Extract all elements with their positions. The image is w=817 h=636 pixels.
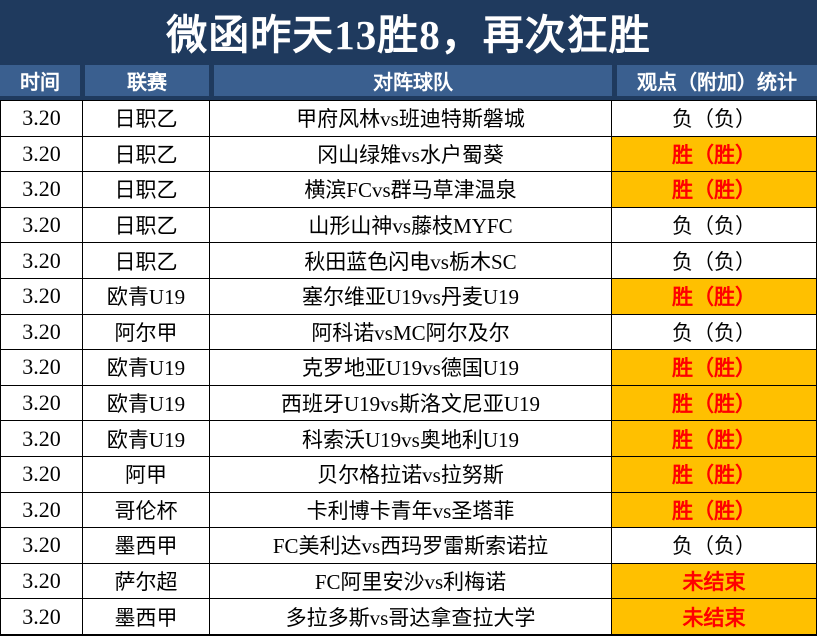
league-cell: 日职乙 [83, 243, 210, 278]
table-row: 3.20 萨尔超 FC阿里安沙vs利梅诺 未结束 [1, 563, 816, 600]
match-cell: 塞尔维亚U19vs丹麦U19 [210, 278, 612, 314]
match-cell: 克罗地亚U19vs德国U19 [210, 350, 612, 385]
result-cell: 未结束 [612, 563, 816, 599]
date-cell: 3.20 [1, 456, 83, 492]
match-cell: 甲府风林vs班迪特斯磐城 [210, 101, 612, 136]
match-cell: 贝尔格拉诺vs拉努斯 [210, 456, 612, 492]
result-cell: 胜（胜） [612, 456, 816, 492]
date-cell: 3.20 [1, 563, 83, 599]
match-cell: 冈山绿雉vs水户蜀葵 [210, 136, 612, 172]
league-cell: 日职乙 [83, 172, 210, 207]
result-cell: 胜（胜） [612, 136, 816, 172]
table-row: 3.20 日职乙 山形山神vs藤枝MYFC 负（负） [1, 207, 816, 244]
result-cell: 未结束 [612, 599, 816, 634]
table-row: 3.20 日职乙 冈山绿雉vs水户蜀葵 胜（胜） [1, 136, 816, 173]
result-cell: 负（负） [672, 320, 756, 345]
result-cell: 胜（胜） [612, 350, 816, 385]
header-league: 联赛 [85, 65, 209, 96]
date-cell: 3.20 [1, 278, 83, 314]
match-cell: FC阿里安沙vs利梅诺 [210, 563, 612, 599]
table-row: 3.20 阿尔甲 阿科诺vsMC阿尔及尔 负（负） [1, 314, 816, 351]
league-cell: 日职乙 [83, 136, 210, 172]
match-cell: 科索沃U19vs奥地利U19 [210, 421, 612, 456]
date-cell: 3.20 [1, 172, 83, 207]
match-cell: 西班牙U19vs斯洛文尼亚U19 [210, 385, 612, 421]
league-cell: 日职乙 [83, 101, 210, 136]
table-row: 3.20 墨西甲 多拉多斯vs哥达拿查拉大学 未结束 [1, 599, 816, 634]
date-cell: 3.20 [1, 314, 83, 350]
table-row: 3.20 哥伦杯 卡利博卡青年vs圣塔菲 胜（胜） [1, 492, 816, 529]
table-row: 3.20 欧青U19 西班牙U19vs斯洛文尼亚U19 胜（胜） [1, 385, 816, 422]
league-cell: 哥伦杯 [83, 492, 210, 528]
table-header: 时间 联赛 对阵球队 观点（附加）统计 [0, 62, 817, 100]
table-row: 3.20 日职乙 秋田蓝色闪电vs栃木SC 负（负） [1, 243, 816, 279]
match-cell: FC美利达vs西玛罗雷斯索诺拉 [210, 528, 612, 563]
result-cell: 胜（胜） [612, 492, 816, 528]
table-row: 3.20 欧青U19 塞尔维亚U19vs丹麦U19 胜（胜） [1, 278, 816, 315]
date-cell: 3.20 [1, 385, 83, 421]
date-cell: 3.20 [1, 207, 83, 243]
date-cell: 3.20 [1, 528, 83, 563]
match-cell: 横滨FCvs群马草津温泉 [210, 172, 612, 207]
date-cell: 3.20 [1, 350, 83, 385]
league-cell: 墨西甲 [83, 599, 210, 634]
result-cell: 胜（胜） [612, 172, 816, 207]
page-title: 微函昨天13胜8，再次狂胜 [166, 12, 651, 58]
result-cell: 负（负） [672, 249, 756, 274]
table-row: 3.20 欧青U19 科索沃U19vs奥地利U19 胜（胜） [1, 421, 816, 457]
result-cell: 负（负） [672, 107, 756, 132]
header-time: 时间 [0, 65, 80, 96]
league-cell: 墨西甲 [83, 528, 210, 563]
table-body: 3.20 日职乙 甲府风林vs班迪特斯磐城 负（负） 3.20 日职乙 冈山绿雉… [0, 100, 817, 636]
match-cell: 卡利博卡青年vs圣塔菲 [210, 492, 612, 528]
table-row: 3.20 阿甲 贝尔格拉诺vs拉努斯 胜（胜） [1, 456, 816, 493]
match-cell: 阿科诺vsMC阿尔及尔 [210, 314, 612, 350]
result-cell: 胜（胜） [612, 421, 816, 456]
league-cell: 阿尔甲 [83, 314, 210, 350]
league-cell: 萨尔超 [83, 563, 210, 599]
table-row: 3.20 墨西甲 FC美利达vs西玛罗雷斯索诺拉 负（负） [1, 528, 816, 564]
date-cell: 3.20 [1, 136, 83, 172]
table-row: 3.20 欧青U19 克罗地亚U19vs德国U19 胜（胜） [1, 350, 816, 386]
header-match: 对阵球队 [214, 65, 612, 96]
league-cell: 欧青U19 [83, 350, 210, 385]
league-cell: 欧青U19 [83, 278, 210, 314]
match-cell: 秋田蓝色闪电vs栃木SC [210, 243, 612, 278]
header-result: 观点（附加）统计 [617, 65, 817, 96]
date-cell: 3.20 [1, 101, 83, 136]
league-cell: 欧青U19 [83, 421, 210, 456]
league-cell: 阿甲 [83, 456, 210, 492]
result-cell: 负（负） [672, 214, 756, 239]
result-cell: 胜（胜） [612, 385, 816, 421]
date-cell: 3.20 [1, 492, 83, 528]
table-row: 3.20 日职乙 横滨FCvs群马草津温泉 胜（胜） [1, 172, 816, 208]
table-row: 3.20 日职乙 甲府风林vs班迪特斯磐城 负（负） [1, 101, 816, 137]
date-cell: 3.20 [1, 243, 83, 278]
match-cell: 山形山神vs藤枝MYFC [210, 207, 612, 243]
league-cell: 欧青U19 [83, 385, 210, 421]
title-banner: 微函昨天13胜8，再次狂胜 [0, 0, 817, 62]
match-cell: 多拉多斯vs哥达拿查拉大学 [210, 599, 612, 634]
date-cell: 3.20 [1, 599, 83, 634]
result-cell: 负（负） [672, 534, 756, 559]
league-cell: 日职乙 [83, 207, 210, 243]
date-cell: 3.20 [1, 421, 83, 456]
result-cell: 胜（胜） [612, 278, 816, 314]
